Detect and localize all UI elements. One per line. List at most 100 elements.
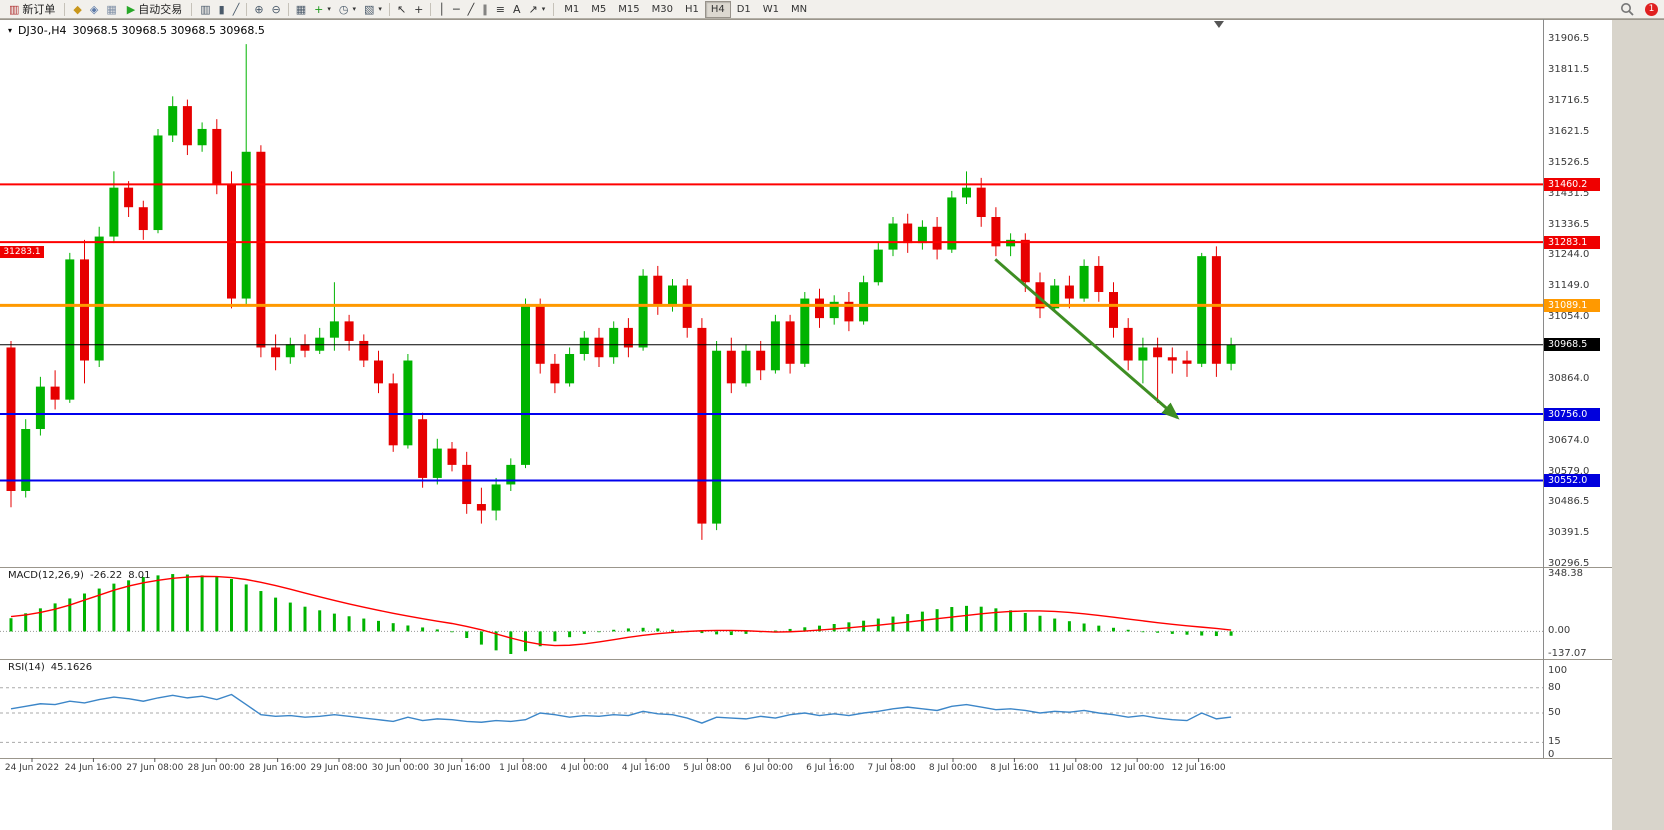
macd-histogram-bar [479, 631, 483, 645]
candlestick-chart-button[interactable]: ▮ [215, 1, 229, 18]
candle-body [785, 321, 795, 364]
macd-histogram-bar [1023, 612, 1027, 632]
candle-body [932, 226, 942, 250]
candle-body [741, 350, 751, 384]
candle-body [65, 259, 75, 400]
timeframe-button-m1[interactable]: M1 [564, 3, 580, 15]
market-watch-button[interactable]: ◆ [69, 1, 85, 18]
macd-histogram-bar [1038, 615, 1042, 632]
macd-histogram-bar [465, 631, 469, 639]
fibonacci-icon: ≡ [495, 2, 505, 16]
indicators-icon: + [314, 2, 324, 16]
candle-body [94, 236, 104, 361]
macd-histogram-bar [1053, 618, 1057, 632]
channel-icon: ∥ [482, 2, 488, 16]
line-chart-icon: ╱ [232, 2, 240, 16]
macd-histogram-bar [847, 622, 851, 632]
macd-histogram-bar [288, 602, 292, 632]
macd-histogram-bar [38, 608, 42, 632]
macd-histogram-bar [171, 574, 175, 632]
macd-histogram-bar [509, 631, 513, 654]
macd-histogram-bar [332, 613, 336, 632]
candle-body [873, 249, 883, 283]
indicators-button[interactable]: + ▾ [310, 1, 335, 18]
new-order-button[interactable]: ▥ 新订单 [4, 1, 60, 18]
timeframe-button-h1[interactable]: H1 [684, 3, 699, 15]
macd-histogram-bar [362, 618, 366, 632]
macd-histogram-bar [141, 577, 145, 632]
candle-body [697, 327, 707, 524]
periods-icon: ◷ [338, 2, 349, 16]
macd-histogram-bar [1009, 610, 1013, 632]
toolbar-tools: ▥ ▮ ╱ ⊕ ⊖ ▦ + ▾ ◷ ▾ ▧ ▾ ↖ + │ ─ ╱ ∥ ≡ A ↗ ▾ [196, 1, 549, 18]
tile-windows-button[interactable]: ▦ [292, 1, 310, 18]
play-icon: ▶ [126, 2, 136, 16]
search-button[interactable] [1620, 2, 1634, 16]
macd-histogram-bar [1141, 631, 1145, 633]
macd-histogram-bar [185, 574, 189, 632]
candle-body [447, 448, 457, 465]
macd-histogram-bar [1185, 631, 1189, 635]
horizontal-line-button[interactable]: ─ [449, 1, 464, 18]
templates-button[interactable]: ▧ ▾ [360, 1, 386, 18]
candle-body [109, 187, 119, 237]
timeframe-button-mn[interactable]: MN [791, 3, 808, 15]
terminal-button[interactable]: ▦ [102, 1, 120, 18]
zoom-in-button[interactable]: ⊕ [250, 1, 267, 18]
zoom-out-icon: ⊖ [271, 2, 281, 16]
candle-body [124, 187, 134, 208]
navigator-button[interactable]: ◈ [86, 1, 102, 18]
timeframe-button-m15[interactable]: M15 [618, 3, 640, 15]
macd-histogram-bar [1200, 631, 1204, 636]
candle-body [50, 386, 60, 400]
search-icon [1621, 3, 1634, 16]
cursor-button[interactable]: ↖ [393, 1, 410, 18]
candle-body [256, 151, 266, 348]
candle-body [1064, 285, 1074, 299]
timeframe-button-m5[interactable]: M5 [591, 3, 607, 15]
vertical-line-button[interactable]: │ [434, 1, 449, 18]
timeframe-button-h4[interactable]: H4 [704, 0, 731, 18]
trend-arrow[interactable] [994, 258, 1180, 420]
timeframe-button-w1[interactable]: W1 [762, 3, 780, 15]
candle-body [359, 340, 369, 361]
arrows-button[interactable]: ↗ ▾ [525, 1, 550, 18]
zoom-out-button[interactable]: ⊖ [268, 1, 285, 18]
candle-body [1211, 256, 1221, 364]
periods-button[interactable]: ◷ ▾ [335, 1, 360, 18]
candle-body [976, 187, 986, 218]
macd-histogram-bar [1126, 629, 1130, 632]
arrows-icon: ↗ [528, 2, 538, 16]
bar-chart-button[interactable]: ▥ [196, 1, 214, 18]
candle-body [153, 135, 163, 231]
macd-histogram-bar [97, 588, 101, 632]
candle-body [1035, 282, 1045, 309]
channel-button[interactable]: ∥ [478, 1, 492, 18]
text-button[interactable]: A [509, 1, 525, 18]
candle-body [1153, 347, 1163, 358]
candle-body [550, 363, 560, 384]
candle-body [579, 337, 589, 354]
navigator-icon: ◈ [89, 2, 99, 16]
trendline-button[interactable]: ╱ [464, 1, 479, 18]
macd-histogram-bar [671, 629, 674, 632]
dropdown-caret-icon: ▾ [541, 5, 546, 13]
macd-histogram-bar [24, 613, 28, 632]
macd-histogram-bar [274, 597, 278, 632]
line-chart-button[interactable]: ╱ [229, 1, 244, 18]
macd-histogram-bar [1082, 623, 1086, 632]
candle-body [638, 275, 648, 348]
candle-body [535, 305, 545, 364]
notification-badge[interactable]: 1 [1645, 3, 1658, 16]
timeframe-button-d1[interactable]: D1 [736, 3, 751, 15]
toolbar-separator [388, 2, 390, 16]
crosshair-button[interactable]: + [410, 1, 427, 18]
auto-trading-button[interactable]: ▶ 自动交易 [122, 1, 187, 18]
macd-histogram-bar [377, 620, 380, 632]
fibonacci-button[interactable]: ≡ [492, 1, 509, 18]
macd-histogram-bar [773, 630, 777, 632]
timeframe-button-m30[interactable]: M30 [651, 3, 673, 15]
macd-histogram-bar [68, 598, 72, 632]
candle-body [285, 344, 295, 358]
